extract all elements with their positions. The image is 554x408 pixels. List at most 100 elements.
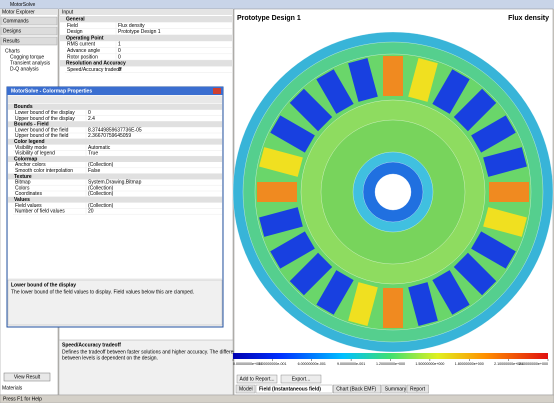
property-value[interactable]: 1 <box>118 42 121 48</box>
property-name[interactable]: Coordinates <box>15 191 42 197</box>
property-name[interactable]: Field values <box>15 203 42 209</box>
view-tab[interactable] <box>381 384 407 394</box>
group-name: Texture <box>14 174 32 180</box>
property-name[interactable]: Upper bound of the field <box>15 133 69 139</box>
group-row <box>8 196 222 203</box>
property-name[interactable]: Bitmap <box>15 180 31 186</box>
dialog-title-bar <box>7 87 223 95</box>
property-value[interactable]: True <box>88 151 98 157</box>
stator-slot <box>348 282 378 326</box>
stator-slot <box>483 207 527 237</box>
dialog-toolbar <box>8 96 222 103</box>
view-tab-label[interactable]: Field (Instantaneous field) <box>259 386 321 392</box>
stator-slot <box>289 252 333 296</box>
explorer-section-label[interactable]: Results <box>3 38 20 44</box>
property-name[interactable]: Field <box>67 23 78 29</box>
property-value[interactable]: 2.4 <box>88 116 95 122</box>
view-tab[interactable] <box>255 384 333 394</box>
view-tab-label[interactable]: Summary <box>385 386 407 392</box>
view-field: Flux density <box>508 15 549 22</box>
stator-slot <box>432 270 470 315</box>
stator-slot <box>316 69 354 114</box>
property-value[interactable]: Prototype Design 1 <box>118 29 161 35</box>
view-button-label[interactable]: Add to Report... <box>239 376 274 382</box>
group-row <box>60 16 232 23</box>
explorer-section[interactable] <box>0 16 58 26</box>
property-name[interactable]: Smooth color interpolation <box>15 168 73 174</box>
group-name: Values <box>14 197 30 203</box>
property-value[interactable]: False <box>88 168 100 174</box>
materials-tab[interactable]: Materials <box>2 385 23 391</box>
property-name[interactable]: Rotor position <box>67 54 98 60</box>
group-name: Color legend <box>14 139 45 145</box>
property-name[interactable]: Design <box>67 29 83 35</box>
view-tab-label[interactable]: Chart (Back EMF) <box>336 386 376 392</box>
property-value[interactable]: Flux density <box>118 23 145 29</box>
property-value[interactable]: 20 <box>88 209 94 215</box>
dialog-help-title: Lower bound of the display <box>11 282 76 288</box>
colorbar-tick-label: 1.50000000e+000 <box>415 362 444 366</box>
view-result-button[interactable] <box>3 372 51 382</box>
colorbar <box>233 353 548 359</box>
property-value[interactable]: 0 <box>88 110 91 116</box>
colorbar-tick-label: 3.00000000e-001 <box>258 362 286 366</box>
stator-slot <box>348 58 378 102</box>
stator-slot <box>270 231 315 269</box>
view-result-label[interactable]: View Result <box>14 374 41 380</box>
property-value[interactable]: (Collection) <box>88 185 114 191</box>
property-name[interactable]: Visibility mode <box>15 145 47 151</box>
tree-item[interactable]: Charts <box>5 48 20 54</box>
property-value[interactable]: 0 <box>118 67 121 73</box>
property-value[interactable]: 0 <box>118 48 121 54</box>
stator-slot <box>453 88 497 132</box>
property-name[interactable]: Anchor colors <box>15 162 46 168</box>
property-name[interactable]: Lower bound of the field <box>15 127 69 133</box>
property-name[interactable]: Upper bound of the display <box>15 116 75 122</box>
property-value[interactable]: (Collection) <box>88 203 114 209</box>
tree-item[interactable]: D-Q analysis <box>10 66 39 72</box>
property-value[interactable]: Automatic <box>88 145 111 151</box>
dialog-close[interactable] <box>213 88 221 94</box>
input-help <box>58 339 234 396</box>
view-tab[interactable] <box>333 384 382 394</box>
stator-slot <box>471 231 516 269</box>
property-name[interactable]: Colors <box>15 185 30 191</box>
view-tab-label[interactable]: Model <box>239 386 253 392</box>
property-name[interactable]: Visibility of legend <box>15 151 55 157</box>
property-value[interactable]: 0 <box>118 54 121 60</box>
explorer-section-label[interactable]: Commands <box>3 18 29 24</box>
view-tab[interactable] <box>406 384 429 394</box>
view-tab[interactable] <box>235 384 256 394</box>
dialog-help-text: The lower bound of the field values to d… <box>11 289 194 295</box>
property-name[interactable]: Number of field values <box>15 209 65 215</box>
property-name[interactable]: Lower bound of the display <box>15 110 75 116</box>
property-name[interactable]: RMS current <box>67 42 96 48</box>
property-name[interactable]: Advance angle <box>67 48 100 54</box>
colorbar-tick-label: 2.10000000e+000 <box>494 362 523 366</box>
stator-slot <box>483 147 527 177</box>
group-row <box>8 104 222 110</box>
stator-slot <box>259 207 303 237</box>
property-name[interactable]: Speed/Accuracy tradeoff <box>67 67 122 73</box>
motor-region <box>374 173 412 211</box>
view-button-label[interactable]: Export... <box>292 376 311 382</box>
property-value[interactable]: (Collection) <box>88 191 114 197</box>
explorer-section-label[interactable]: Designs <box>3 28 22 34</box>
explorer-section[interactable] <box>0 36 58 46</box>
explorer-section[interactable] <box>0 26 58 36</box>
tree-item[interactable]: Cogging torque <box>10 54 44 60</box>
help-text: Defines the tradeoff between faster solu… <box>62 349 242 355</box>
view-button[interactable] <box>236 374 278 384</box>
view-tab-label[interactable]: Report <box>410 386 426 392</box>
group-row <box>8 156 222 162</box>
tree-item[interactable]: Transient analysis <box>10 60 51 66</box>
property-value[interactable]: System.Drawing.Bitmap <box>88 180 142 186</box>
colorbar-tick-label: 9.00000000e-001 <box>337 362 365 366</box>
stator-slot <box>471 115 516 153</box>
property-value[interactable]: 8.37449859637736E-05 <box>88 127 142 133</box>
group-name: Bounds - Field <box>14 122 49 128</box>
view-button[interactable] <box>280 374 322 384</box>
property-value[interactable]: 2.36670759645059 <box>88 133 131 139</box>
property-value[interactable]: (Collection) <box>88 162 114 168</box>
